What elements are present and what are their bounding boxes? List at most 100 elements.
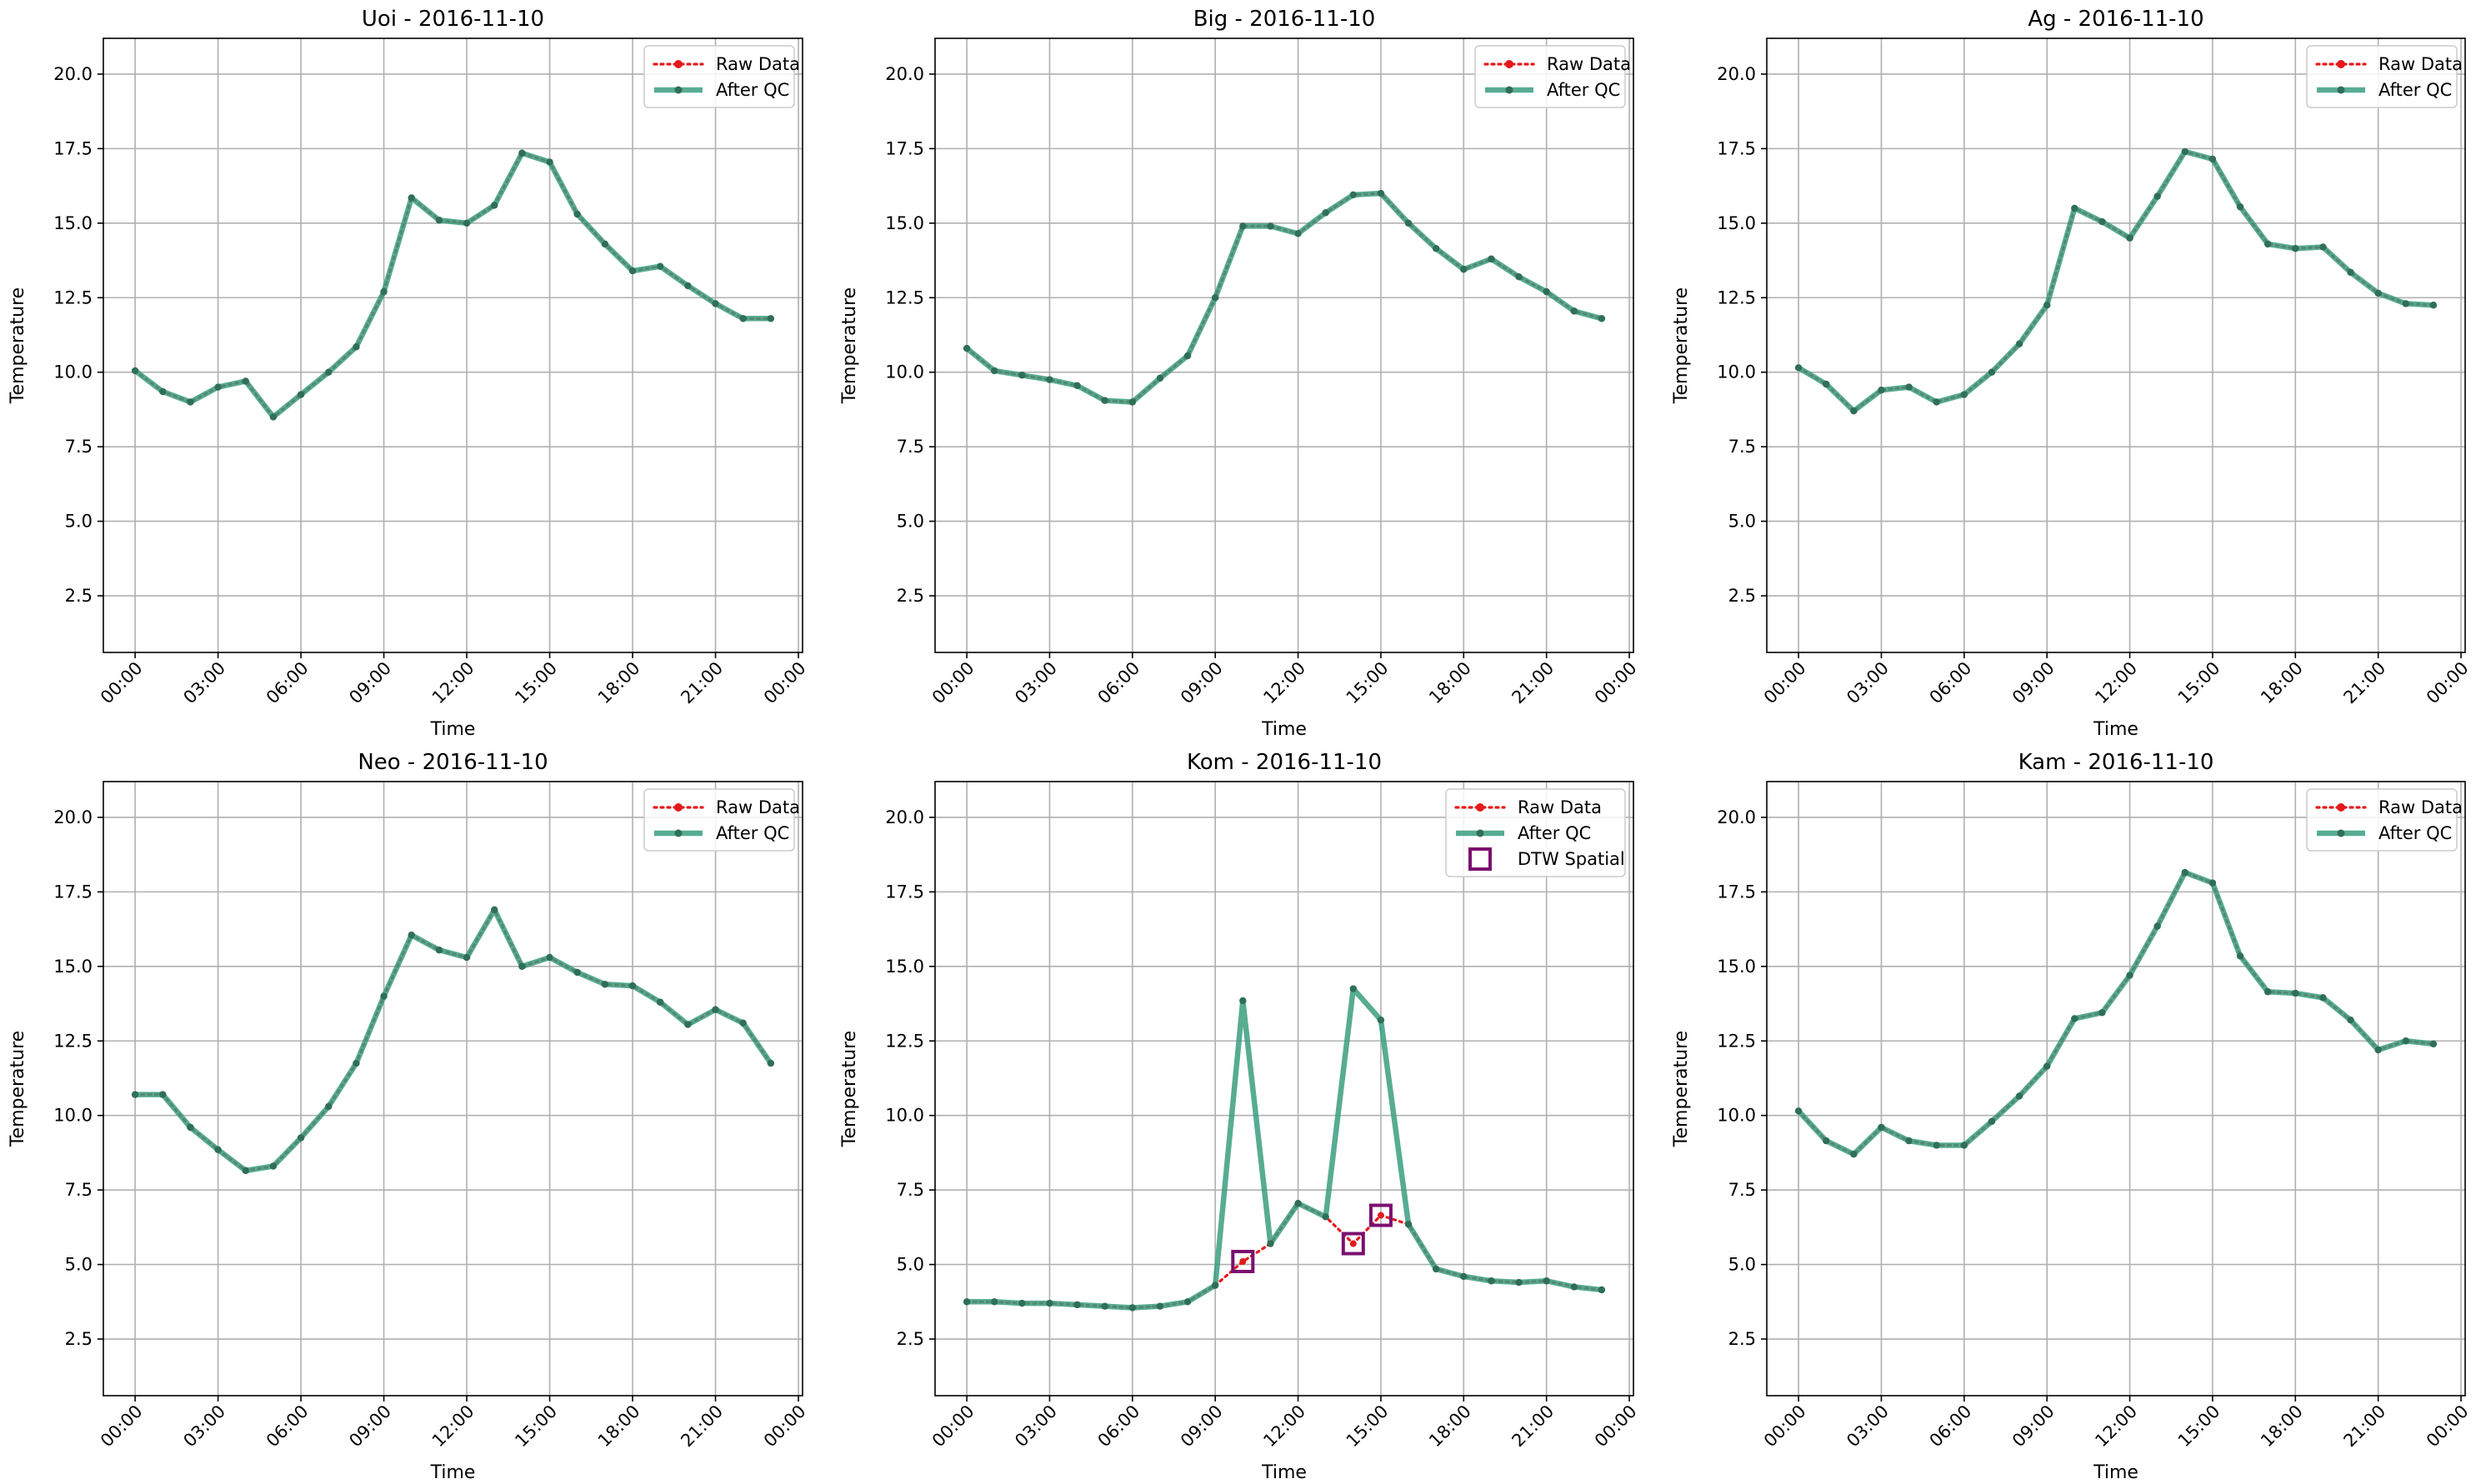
data-point-after-qc: [1570, 307, 1578, 315]
x-tick-label: 21:00: [1508, 658, 1558, 708]
legend-label: Raw Data: [1547, 54, 1631, 74]
data-point-after-qc: [2071, 204, 2078, 212]
data-point-after-qc: [1183, 1298, 1192, 1306]
x-tick-label: 00:00: [1760, 658, 1810, 708]
y-axis-label: Temperature: [839, 1031, 860, 1147]
y-tick-label: 2.5: [897, 586, 924, 606]
data-point-after-qc: [601, 981, 609, 988]
data-point-after-qc: [2402, 300, 2409, 307]
y-tick-label: 7.5: [897, 437, 924, 457]
data-point-raw-data: [1377, 1212, 1384, 1219]
series-line-raw-data: [133, 151, 773, 419]
data-point-after-qc: [1018, 1299, 1026, 1307]
y-tick-label: 15.0: [53, 213, 93, 233]
data-point-after-qc: [1404, 219, 1413, 227]
x-tick-label: 09:00: [345, 1402, 395, 1452]
y-tick-label: 10.0: [53, 1106, 93, 1126]
data-point-after-qc: [684, 1021, 692, 1028]
data-point-after-qc: [1294, 1200, 1302, 1207]
data-point-after-qc: [463, 219, 471, 227]
y-tick-label: 7.5: [897, 1180, 924, 1200]
y-tick-label: 15.0: [885, 957, 924, 977]
data-point-after-qc: [2098, 1009, 2106, 1017]
x-tick-label: 06:00: [1094, 658, 1144, 708]
y-tick-label: 12.5: [885, 287, 924, 307]
series-line-after-qc: [967, 986, 1603, 1311]
x-tick-label: 00:00: [2423, 1402, 2473, 1452]
legend-marker-after-qc: [674, 86, 683, 94]
y-tick-label: 7.5: [65, 1180, 93, 1200]
y-tick-label: 5.0: [897, 512, 924, 532]
x-tick-label: 18:00: [594, 658, 644, 708]
data-point-after-qc: [2043, 1062, 2051, 1070]
legend-marker-raw-data: [2337, 803, 2345, 812]
y-tick-label: 10.0: [53, 362, 93, 382]
y-tick-label: 15.0: [1717, 213, 1756, 233]
data-point-after-qc: [1488, 255, 1495, 262]
data-point-after-qc: [546, 158, 553, 166]
data-point-after-qc: [628, 982, 637, 990]
legend-label: After QC: [1518, 823, 1591, 843]
data-point-after-qc: [2319, 243, 2327, 251]
data-point-after-qc: [1101, 1302, 1108, 1310]
data-point-after-qc: [1377, 189, 1385, 197]
x-tick-label: 21:00: [1508, 1402, 1558, 1452]
y-tick-label: 2.5: [65, 1329, 93, 1349]
data-point-after-qc: [1570, 1283, 1578, 1291]
legend-label: Raw Data: [2378, 797, 2463, 817]
chart-title: Neo - 2016-11-10: [358, 750, 548, 775]
data-point-after-qc: [1460, 266, 1468, 273]
data-point-after-qc: [2347, 268, 2354, 277]
data-point-after-qc: [1515, 273, 1523, 281]
chart-panel: 2.5 5.0 7.5 10.0 12.5 15.0 17.5 20.0 00:00 03:00 0…: [1671, 7, 2473, 740]
x-tick-label: 00:00: [760, 658, 810, 708]
series-line-after-qc: [1797, 148, 2434, 414]
y-tick-label: 5.0: [65, 1255, 93, 1275]
legend-marker-after-qc: [2337, 829, 2345, 837]
data-point-after-qc: [2402, 1037, 2409, 1045]
x-tick-label: 06:00: [263, 658, 313, 708]
data-point-after-qc: [214, 1146, 222, 1154]
data-point-after-qc: [2098, 217, 2106, 226]
data-point-after-qc: [325, 368, 333, 376]
data-point-after-qc: [297, 1134, 305, 1142]
data-point-after-qc: [214, 383, 222, 391]
legend-swatch-dtw-spatial: [1468, 847, 1492, 871]
data-point-after-qc: [1349, 191, 1358, 199]
data-point-after-qc: [991, 1298, 998, 1306]
data-point-after-qc: [2181, 868, 2189, 877]
data-point-after-qc: [2236, 952, 2244, 960]
x-tick-label: 03:00: [1011, 1402, 1061, 1452]
data-point-after-qc: [353, 1059, 360, 1067]
data-point-after-qc: [1460, 1272, 1468, 1281]
x-tick-label: 06:00: [263, 1402, 313, 1452]
x-tick-label: 00:00: [760, 1402, 810, 1452]
data-point-after-qc: [297, 391, 305, 398]
legend-label: After QC: [716, 823, 789, 843]
x-tick-label: 06:00: [1926, 1402, 1976, 1452]
data-point-after-qc: [1377, 1017, 1385, 1024]
data-point-after-qc: [491, 906, 498, 914]
data-point-after-qc: [1018, 372, 1026, 379]
axes-frame: [103, 781, 803, 1397]
data-point-after-qc: [2263, 240, 2272, 248]
y-tick-label: 17.5: [53, 138, 93, 158]
data-point-after-qc: [2153, 922, 2161, 930]
y-tick-label: 15.0: [885, 213, 924, 233]
x-tick-label: 15:00: [1343, 658, 1393, 708]
data-point-after-qc: [2374, 289, 2382, 297]
x-tick-label: 18:00: [2257, 1402, 2307, 1452]
legend-label: Raw Data: [716, 54, 800, 74]
y-tick-label: 5.0: [1728, 1255, 1756, 1275]
data-point-after-qc: [1543, 287, 1550, 296]
data-point-after-qc: [1960, 391, 1968, 398]
x-tick-label: 00:00: [97, 1402, 147, 1452]
data-point-after-qc: [1073, 382, 1081, 389]
x-tick-label: 12:00: [1259, 1402, 1309, 1452]
data-point-after-qc: [2263, 988, 2272, 996]
x-axis-label: Time: [430, 1462, 476, 1483]
data-point-after-qc: [159, 1091, 167, 1098]
data-point-after-qc: [1046, 376, 1053, 383]
y-tick-label: 10.0: [885, 1106, 924, 1126]
legend-label: After QC: [2378, 823, 2452, 843]
